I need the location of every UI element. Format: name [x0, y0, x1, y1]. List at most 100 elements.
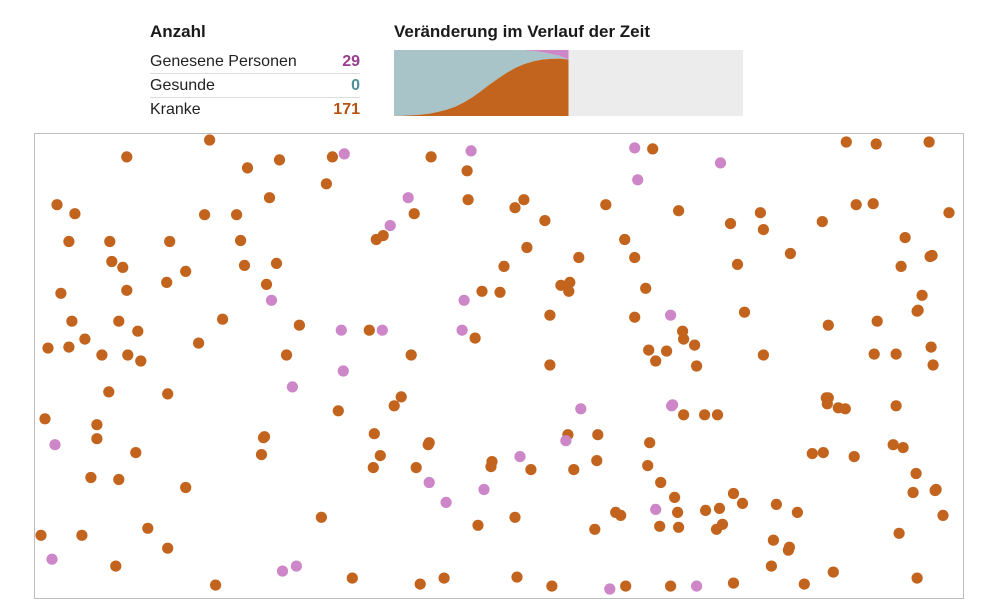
person-dot-sick: [414, 578, 426, 590]
person-dot-recovered: [458, 294, 470, 306]
person-dot-sick: [135, 355, 147, 367]
person-dot-sick: [472, 519, 484, 531]
person-dot-sick: [193, 337, 205, 349]
person-dot-sick: [103, 386, 115, 398]
person-dot-sick: [509, 202, 521, 214]
person-dot-sick: [85, 471, 97, 484]
person-dot-sick: [162, 388, 174, 400]
person-dot-recovered: [276, 565, 289, 577]
person-dot-sick: [907, 486, 919, 499]
person-dot-sick: [293, 319, 305, 331]
person-dot-sick: [270, 257, 283, 269]
person-dot-sick: [263, 192, 276, 204]
person-dot-sick: [260, 278, 273, 290]
person-dot-sick: [199, 209, 211, 221]
person-dot-sick: [589, 523, 601, 535]
person-dot-sick: [711, 409, 724, 421]
person-dot-sick: [767, 534, 780, 546]
person-dot-sick: [405, 349, 417, 361]
person-dot-sick: [69, 208, 81, 220]
count-label-healthy: Gesunde: [150, 76, 215, 94]
count-value-healthy: 0: [351, 76, 360, 94]
person-dot-sick: [374, 450, 386, 462]
person-dot-sick: [161, 276, 173, 288]
person-dot-recovered: [49, 439, 61, 451]
person-dot-recovered: [286, 381, 298, 393]
person-dot-sick: [916, 289, 928, 301]
person-dot-sick: [142, 522, 154, 534]
person-dot-sick: [315, 511, 327, 523]
person-dot-recovered: [46, 553, 58, 565]
simulation-dots: [35, 134, 955, 595]
person-dot-recovered: [665, 309, 677, 321]
person-dot-sick: [235, 234, 247, 247]
person-dot-sick: [164, 235, 176, 248]
person-dot-sick: [650, 355, 662, 367]
person-dot-sick: [848, 451, 860, 463]
trend-panel: Veränderung im Verlauf der Zeit: [394, 22, 743, 116]
person-dot-sick: [555, 279, 567, 291]
count-value-sick: 171: [333, 100, 360, 118]
person-dot-sick: [655, 476, 667, 489]
person-dot-sick: [63, 341, 75, 353]
person-dot-sick: [546, 580, 558, 592]
person-dot-sick: [238, 259, 251, 271]
person-dot-sick: [770, 498, 783, 510]
person-dot-recovered: [514, 451, 526, 463]
person-dot-sick: [461, 165, 473, 177]
person-dot-sick: [273, 154, 286, 166]
person-dot-sick: [280, 349, 293, 361]
person-dot-sick: [727, 487, 740, 500]
person-dot-recovered: [478, 483, 490, 496]
person-dot-sick: [895, 260, 907, 272]
person-dot-sick: [600, 199, 612, 211]
person-dot-sick: [893, 527, 905, 539]
person-dot-recovered: [714, 157, 727, 169]
person-dot-sick: [822, 319, 834, 331]
person-dot-sick: [644, 437, 656, 449]
person-dot-sick: [121, 284, 133, 296]
person-dot-recovered: [265, 294, 278, 306]
person-dot-sick: [867, 198, 879, 210]
person-dot-sick: [850, 199, 862, 211]
count-row-recovered: Genesene Personen 29: [150, 50, 360, 74]
person-dot-sick: [346, 572, 358, 584]
person-dot-sick: [486, 456, 498, 468]
person-dot-sick: [42, 342, 54, 354]
person-dot-sick: [423, 437, 435, 449]
person-dot-sick: [925, 341, 937, 353]
person-dot-sick: [654, 520, 666, 532]
person-dot-sick: [699, 409, 711, 421]
person-dot-sick: [425, 151, 437, 163]
count-label-recovered: Genesene Personen: [150, 52, 297, 70]
person-dot-sick: [539, 215, 551, 227]
person-dot-sick: [689, 339, 701, 351]
person-dot-sick: [121, 151, 133, 163]
person-dot-recovered: [465, 145, 477, 157]
person-dot-sick: [568, 464, 580, 476]
person-dot-recovered: [440, 496, 452, 508]
person-dot-sick: [521, 241, 533, 254]
person-dot-sick: [791, 506, 804, 518]
person-dot-recovered: [650, 503, 662, 515]
person-dot-sick: [255, 449, 268, 461]
person-dot-sick: [544, 359, 556, 371]
person-dot-sick: [731, 258, 744, 270]
person-dot-sick: [665, 580, 677, 592]
person-dot-sick: [162, 542, 174, 554]
person-dot-recovered: [402, 192, 414, 204]
person-dot-sick: [927, 359, 939, 371]
person-dot-recovered: [632, 174, 644, 186]
person-dot-sick: [76, 529, 88, 541]
person-dot-sick: [66, 315, 78, 327]
person-dot-sick: [180, 481, 192, 494]
person-dot-sick: [592, 429, 604, 441]
person-dot-sick: [91, 433, 103, 445]
person-dot-sick: [661, 345, 673, 357]
person-dot-sick: [870, 138, 882, 150]
person-dot-sick: [591, 455, 603, 467]
person-dot-sick: [816, 216, 828, 228]
person-dot-sick: [678, 333, 690, 345]
person-dot-sick: [564, 276, 576, 288]
person-dot-sick: [113, 473, 125, 486]
